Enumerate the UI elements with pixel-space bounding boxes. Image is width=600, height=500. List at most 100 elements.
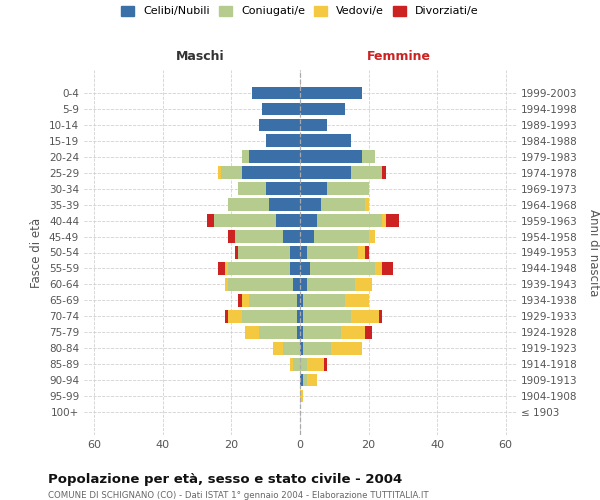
Y-axis label: Anni di nascita: Anni di nascita bbox=[587, 209, 600, 296]
Bar bbox=[266, 134, 300, 147]
Bar bbox=[290, 246, 300, 258]
Bar bbox=[304, 342, 331, 354]
Bar bbox=[376, 262, 382, 274]
Bar bbox=[300, 134, 352, 147]
Bar bbox=[300, 150, 362, 163]
Bar bbox=[300, 86, 362, 99]
Bar bbox=[300, 182, 328, 195]
Bar bbox=[290, 358, 293, 370]
Bar bbox=[248, 294, 296, 306]
Bar bbox=[283, 342, 300, 354]
Bar bbox=[266, 182, 300, 195]
Bar bbox=[300, 198, 320, 211]
Bar bbox=[382, 214, 386, 227]
Bar bbox=[300, 166, 352, 179]
Bar bbox=[242, 150, 248, 163]
Bar bbox=[314, 230, 368, 243]
Bar bbox=[218, 166, 221, 179]
Bar bbox=[296, 310, 300, 322]
Bar bbox=[300, 390, 304, 402]
Bar bbox=[208, 214, 214, 227]
Bar bbox=[259, 118, 300, 131]
Bar bbox=[235, 246, 238, 258]
Text: COMUNE DI SCHIGNANO (CO) - Dati ISTAT 1° gennaio 2004 - Elaborazione TUTTITALIA.: COMUNE DI SCHIGNANO (CO) - Dati ISTAT 1°… bbox=[48, 491, 428, 500]
Bar bbox=[300, 326, 304, 338]
Bar bbox=[300, 278, 307, 290]
Bar bbox=[307, 278, 355, 290]
Bar bbox=[242, 166, 300, 179]
Bar bbox=[307, 374, 317, 386]
Bar bbox=[344, 294, 368, 306]
Bar bbox=[238, 246, 290, 258]
Bar bbox=[276, 214, 300, 227]
Bar bbox=[304, 294, 344, 306]
Bar bbox=[307, 358, 324, 370]
Bar bbox=[324, 358, 328, 370]
Bar bbox=[365, 198, 368, 211]
Bar bbox=[379, 310, 382, 322]
Bar bbox=[300, 262, 310, 274]
Bar bbox=[304, 310, 352, 322]
Bar bbox=[242, 310, 296, 322]
Bar bbox=[228, 198, 269, 211]
Bar bbox=[362, 150, 376, 163]
Bar bbox=[331, 342, 362, 354]
Bar bbox=[365, 246, 368, 258]
Bar bbox=[300, 102, 344, 115]
Bar bbox=[304, 374, 307, 386]
Bar bbox=[352, 310, 379, 322]
Bar bbox=[317, 214, 382, 227]
Bar bbox=[320, 198, 365, 211]
Bar bbox=[238, 294, 242, 306]
Bar bbox=[341, 326, 365, 338]
Bar bbox=[269, 198, 300, 211]
Bar bbox=[293, 358, 300, 370]
Bar bbox=[310, 262, 376, 274]
Bar bbox=[382, 262, 392, 274]
Bar bbox=[300, 310, 304, 322]
Bar bbox=[228, 278, 293, 290]
Bar bbox=[300, 342, 304, 354]
Bar bbox=[252, 86, 300, 99]
Bar bbox=[242, 294, 248, 306]
Bar bbox=[228, 262, 290, 274]
Bar bbox=[296, 326, 300, 338]
Bar bbox=[228, 230, 235, 243]
Bar bbox=[300, 118, 328, 131]
Bar bbox=[245, 326, 259, 338]
Y-axis label: Fasce di età: Fasce di età bbox=[31, 218, 43, 288]
Text: Popolazione per età, sesso e stato civile - 2004: Popolazione per età, sesso e stato civil… bbox=[48, 472, 402, 486]
Bar bbox=[355, 278, 372, 290]
Bar bbox=[382, 166, 386, 179]
Legend: Celibi/Nubili, Coniugati/e, Vedovi/e, Divorziati/e: Celibi/Nubili, Coniugati/e, Vedovi/e, Di… bbox=[121, 6, 479, 16]
Bar bbox=[283, 230, 300, 243]
Bar bbox=[300, 294, 304, 306]
Bar bbox=[300, 214, 317, 227]
Bar bbox=[248, 150, 300, 163]
Bar bbox=[365, 326, 372, 338]
Bar bbox=[296, 294, 300, 306]
Bar bbox=[262, 102, 300, 115]
Bar bbox=[304, 326, 341, 338]
Bar bbox=[300, 358, 307, 370]
Text: Maschi: Maschi bbox=[176, 50, 225, 62]
Bar bbox=[218, 262, 224, 274]
Bar bbox=[224, 262, 228, 274]
Bar bbox=[352, 166, 382, 179]
Bar bbox=[300, 246, 307, 258]
Bar bbox=[259, 326, 296, 338]
Bar bbox=[224, 278, 228, 290]
Bar bbox=[228, 310, 242, 322]
Bar bbox=[358, 246, 365, 258]
Bar bbox=[368, 230, 376, 243]
Bar bbox=[214, 214, 276, 227]
Bar bbox=[300, 374, 304, 386]
Bar bbox=[224, 310, 228, 322]
Text: Femmine: Femmine bbox=[367, 50, 431, 62]
Bar bbox=[386, 214, 400, 227]
Bar bbox=[307, 246, 358, 258]
Bar bbox=[221, 166, 242, 179]
Bar bbox=[290, 262, 300, 274]
Bar bbox=[293, 278, 300, 290]
Bar bbox=[272, 342, 283, 354]
